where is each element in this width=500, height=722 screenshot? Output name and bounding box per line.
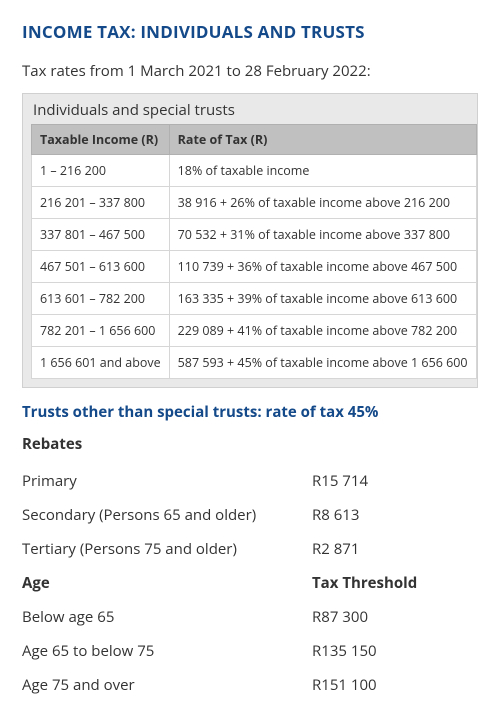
threshold-header: Age Tax Threshold — [22, 566, 478, 600]
tax-table-wrap: Individuals and special trusts Taxable I… — [22, 93, 478, 388]
cell-rate: 163 335 + 39% of taxable income above 61… — [169, 283, 476, 315]
threshold-row: Age 65 to below 75 R135 150 — [22, 634, 478, 668]
rebate-value: R8 613 — [312, 505, 478, 525]
table-row: 216 201 – 337 80038 916 + 26% of taxable… — [32, 187, 477, 219]
threshold-label: Below age 65 — [22, 607, 312, 627]
rebate-label: Tertiary (Persons 75 and older) — [22, 539, 312, 559]
threshold-value: R151 100 — [312, 675, 478, 695]
threshold-label: Age 65 to below 75 — [22, 641, 312, 661]
date-range: Tax rates from 1 March 2021 to 28 Februa… — [22, 61, 478, 81]
cell-income: 1 656 601 and above — [32, 347, 170, 379]
rebate-label: Primary — [22, 471, 312, 491]
cell-income: 1 – 216 200 — [32, 155, 170, 187]
table-row: 1 – 216 20018% of taxable income — [32, 155, 477, 187]
threshold-col-value: Tax Threshold — [312, 573, 478, 593]
table-row: 467 501 – 613 600110 739 + 36% of taxabl… — [32, 251, 477, 283]
rebate-label: Secondary (Persons 65 and older) — [22, 505, 312, 525]
threshold-value: R87 300 — [312, 607, 478, 627]
cell-income: 782 201 – 1 656 600 — [32, 315, 170, 347]
threshold-label: Age 75 and over — [22, 675, 312, 695]
cell-rate: 70 532 + 31% of taxable income above 337… — [169, 219, 476, 251]
threshold-row: Age 75 and over R151 100 — [22, 668, 478, 702]
cell-rate: 38 916 + 26% of taxable income above 216… — [169, 187, 476, 219]
threshold-row: Below age 65 R87 300 — [22, 600, 478, 634]
tax-table-caption: Individuals and special trusts — [33, 100, 469, 120]
table-row: 613 601 – 782 200163 335 + 39% of taxabl… — [32, 283, 477, 315]
cell-rate: 110 739 + 36% of taxable income above 46… — [169, 251, 476, 283]
cell-rate: 229 089 + 41% of taxable income above 78… — [169, 315, 476, 347]
rebate-row: Tertiary (Persons 75 and older) R2 871 — [22, 532, 478, 566]
cell-rate: 587 593 + 45% of taxable income above 1 … — [169, 347, 476, 379]
table-header-income: Taxable Income (R) — [32, 125, 170, 155]
rebate-row: Secondary (Persons 65 and older) R8 613 — [22, 498, 478, 532]
table-header-rate: Rate of Tax (R) — [169, 125, 476, 155]
threshold-value: R135 150 — [312, 641, 478, 661]
cell-income: 613 601 – 782 200 — [32, 283, 170, 315]
tax-table: Taxable Income (R) Rate of Tax (R) 1 – 2… — [31, 124, 477, 379]
table-row: 337 801 – 467 50070 532 + 31% of taxable… — [32, 219, 477, 251]
page-title: INCOME TAX: INDIVIDUALS AND TRUSTS — [22, 20, 478, 43]
trusts-rate-line: Trusts other than special trusts: rate o… — [22, 402, 478, 422]
table-row: 782 201 – 1 656 600229 089 + 41% of taxa… — [32, 315, 477, 347]
cell-income: 337 801 – 467 500 — [32, 219, 170, 251]
rebate-value: R2 871 — [312, 539, 478, 559]
cell-income: 467 501 – 613 600 — [32, 251, 170, 283]
rebate-value: R15 714 — [312, 471, 478, 491]
rebates-heading: Rebates — [22, 434, 478, 454]
threshold-col-age: Age — [22, 573, 312, 593]
table-row: 1 656 601 and above587 593 + 45% of taxa… — [32, 347, 477, 379]
rebate-row: Primary R15 714 — [22, 464, 478, 498]
cell-income: 216 201 – 337 800 — [32, 187, 170, 219]
cell-rate: 18% of taxable income — [169, 155, 476, 187]
